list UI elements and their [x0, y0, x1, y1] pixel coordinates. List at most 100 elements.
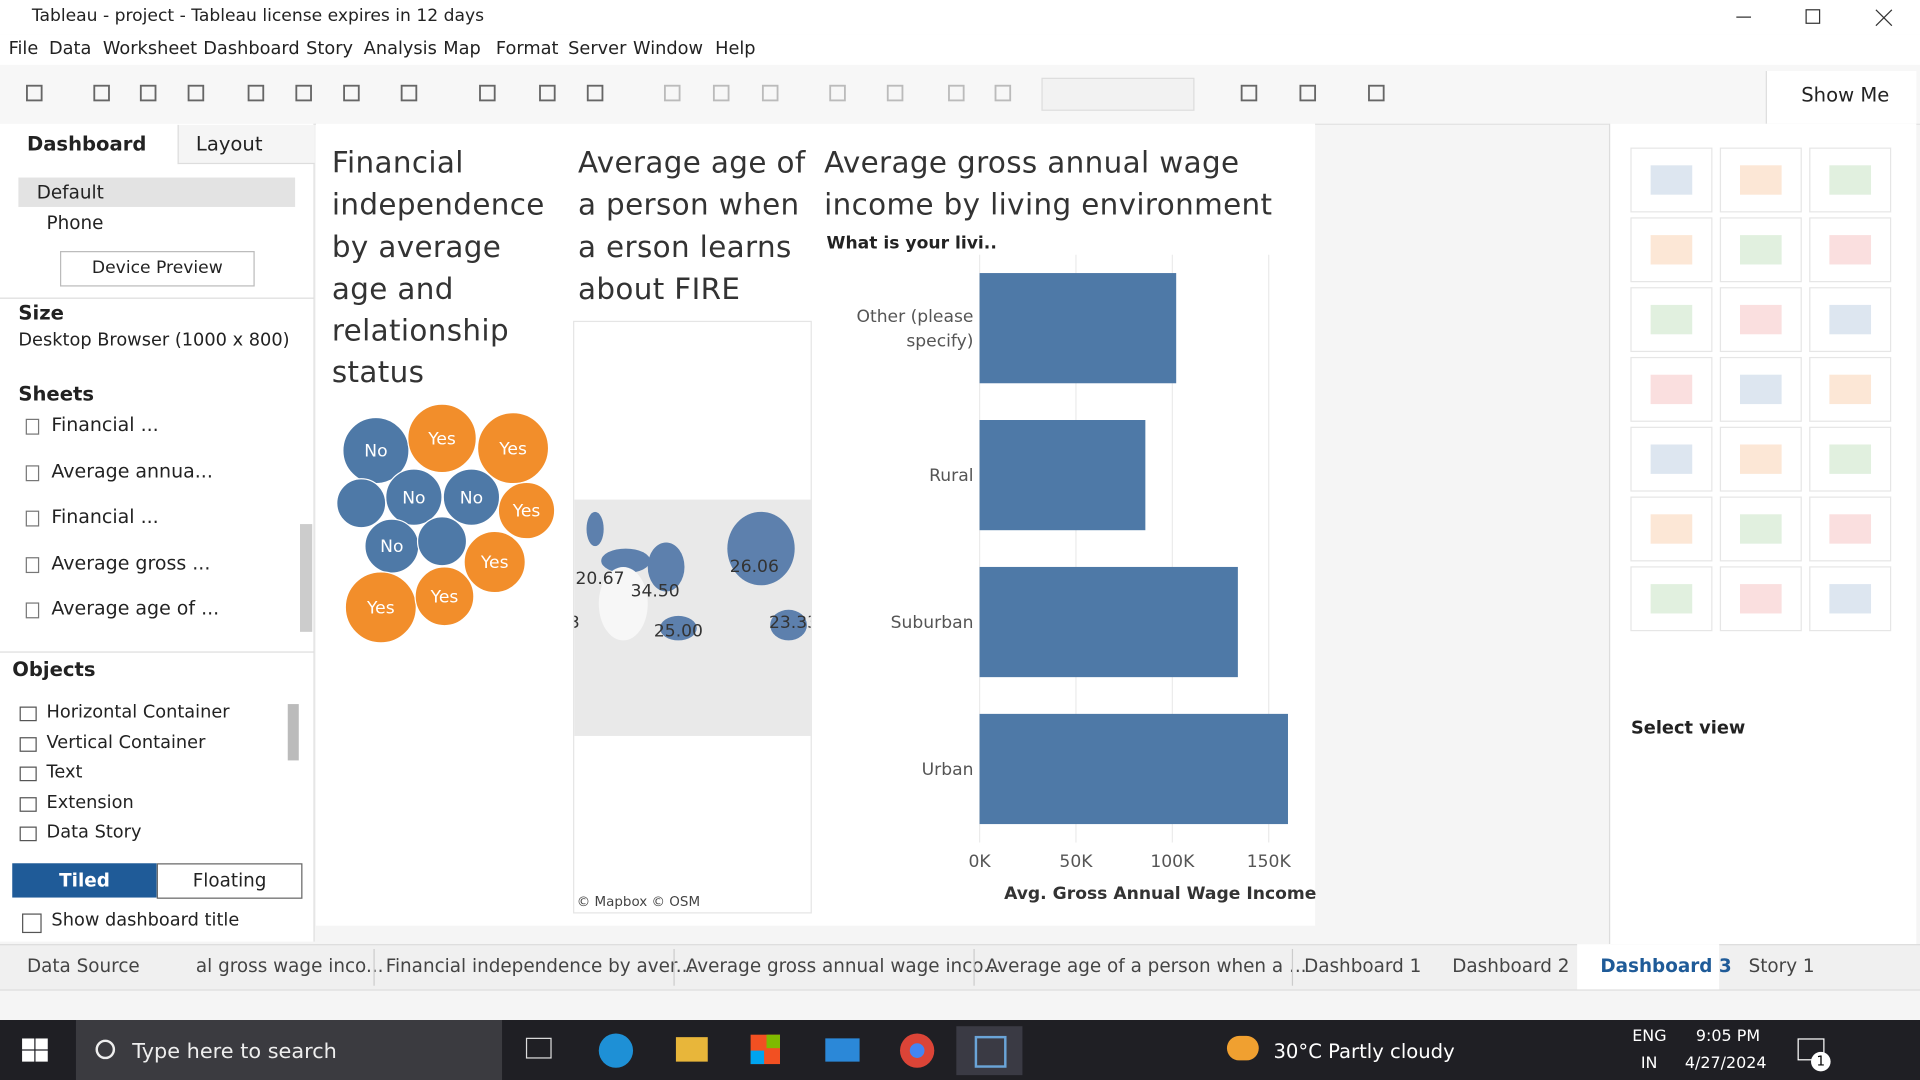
language[interactable]: ENG	[1632, 1027, 1667, 1046]
sheet-tab[interactable]: Financial independence by aver...	[385, 955, 694, 978]
sheet-tab[interactable]: Story 1	[1748, 955, 1815, 978]
device-item[interactable]: Phone	[46, 211, 104, 234]
toolbar-icon	[994, 84, 1012, 102]
show-me-button[interactable]	[1765, 71, 1917, 124]
toolbar-icon	[761, 84, 779, 102]
show-me-label[interactable]: Show Me	[1801, 83, 1890, 107]
y-tick-label: Suburban	[890, 613, 974, 634]
map-label: 23.33	[768, 613, 811, 634]
device-highlight[interactable]	[18, 177, 296, 207]
menu-item[interactable]: Format	[495, 39, 559, 59]
side-tab-label[interactable]: Dashboard	[26, 132, 147, 156]
menu-item[interactable]: Story	[306, 39, 354, 59]
toolbar-icons	[26, 77, 1385, 111]
bubble-label: No	[364, 442, 387, 462]
side-tab-label[interactable]: Layout	[195, 132, 263, 156]
sheet-item[interactable]: Financial ...	[51, 505, 159, 528]
search-icon	[95, 1039, 116, 1060]
size-dropdown[interactable]: Desktop Browser (1000 x 800)	[18, 330, 290, 351]
object-item[interactable]: Horizontal Container	[46, 702, 230, 723]
sheet-title: Financial independence by average age an…	[331, 145, 545, 390]
chart-type-option	[1630, 147, 1713, 213]
sheet-tab-active[interactable]	[1577, 944, 1720, 990]
toolbar-icon	[187, 84, 205, 102]
layout-mode-floating[interactable]: Floating	[156, 863, 303, 899]
start-button[interactable]	[22, 1038, 49, 1062]
checkbox-label[interactable]: Show dashboard title	[51, 911, 240, 931]
menu-item[interactable]: Map	[443, 39, 481, 59]
clock-date[interactable]: 4/27/2024	[1684, 1054, 1767, 1073]
separator	[0, 297, 314, 299]
sheet-tab[interactable]: al gross wage inco...	[195, 955, 384, 978]
chart-type-option	[1809, 356, 1892, 422]
map-credit: © Mapbox © OSM	[576, 893, 701, 910]
map-region	[647, 542, 685, 592]
map-label: 34.50	[630, 581, 680, 602]
object-item[interactable]: Text	[46, 762, 83, 783]
side-tab-active[interactable]	[0, 124, 177, 167]
toolbar-icon	[26, 84, 43, 102]
chart-type-option	[1809, 496, 1892, 562]
clock-time[interactable]: 9:05 PM	[1695, 1027, 1761, 1046]
y-tick-label: Rural	[929, 466, 974, 487]
chart-type-glyph	[1829, 165, 1872, 195]
map-region	[586, 511, 604, 547]
sheet-tab[interactable]: Dashboard 3	[1600, 955, 1732, 978]
chart-type-option	[1630, 217, 1713, 283]
toolbar-icon	[712, 84, 730, 102]
window-controls[interactable]	[1714, 0, 1920, 34]
toolbar-icon	[829, 84, 846, 102]
sheet-tab[interactable]: Average gross annual wage inco...	[685, 955, 1001, 978]
toolbar-icon	[1368, 84, 1385, 102]
sheet-tab[interactable]: Average age of a person when a ...	[985, 955, 1307, 978]
sheet-item[interactable]: Average annua...	[51, 459, 213, 482]
sheet-tab[interactable]: Dashboard 1	[1304, 955, 1422, 978]
sheet-tab[interactable]: Dashboard 2	[1452, 955, 1570, 978]
menu-item[interactable]: Worksheet	[102, 39, 198, 59]
menu-item[interactable]: File	[8, 39, 39, 59]
search-box[interactable]	[75, 1020, 503, 1080]
status-bar	[0, 989, 1920, 1022]
device-preview-button[interactable]: Device Preview	[60, 251, 255, 287]
menu-item[interactable]: Help	[715, 39, 756, 59]
sheet-icon	[25, 510, 40, 527]
toolbar-icon	[539, 84, 556, 102]
sheet-item[interactable]: Average gross ...	[51, 551, 211, 574]
chart-type-glyph	[1829, 514, 1872, 544]
show-me-grid	[1630, 147, 1892, 632]
search-placeholder[interactable]: Type here to search	[132, 1039, 337, 1065]
device-item[interactable]: Default	[36, 181, 104, 204]
chart-type-option	[1630, 356, 1713, 422]
chart-type-option	[1809, 426, 1892, 492]
menu-item[interactable]: Server	[568, 39, 627, 59]
object-item[interactable]: Data Story	[46, 822, 142, 843]
chart-type-option	[1719, 426, 1802, 492]
chart-type-option	[1719, 566, 1802, 632]
toolbar-icon	[1240, 84, 1258, 102]
side-tab[interactable]	[177, 124, 315, 165]
sheet-item[interactable]: Average age of ...	[51, 597, 220, 620]
map-label: 25.00	[653, 622, 703, 642]
menu-item[interactable]: Analysis	[363, 39, 437, 59]
sheet-tab[interactable]: Data Source	[26, 955, 140, 978]
map-region	[660, 615, 697, 641]
object-icon	[19, 796, 37, 812]
sheet-item[interactable]: Financial ...	[51, 413, 159, 436]
object-item[interactable]: Extension	[46, 792, 134, 813]
sheet-icon	[25, 418, 40, 435]
taskbar-apps[interactable]	[520, 1026, 1023, 1076]
menu-item[interactable]: Window	[633, 39, 704, 59]
object-item[interactable]: Vertical Container	[46, 732, 206, 753]
chart-type-option	[1630, 287, 1713, 353]
notification-badge[interactable]: 1	[1811, 1051, 1831, 1072]
menu-item[interactable]: Data	[48, 39, 92, 59]
language[interactable]: IN	[1640, 1054, 1658, 1073]
weather[interactable]: 30°C Partly cloudy	[1273, 1039, 1455, 1063]
menu-item[interactable]: Dashboard	[203, 39, 300, 59]
checkbox[interactable]	[22, 913, 42, 934]
x-tick-label: 150K	[1246, 852, 1291, 872]
layout-mode-tiled[interactable]: Tiled	[12, 863, 157, 898]
map-region	[727, 511, 795, 586]
section-label: Size	[18, 301, 64, 325]
toolbar-icon	[1299, 84, 1317, 102]
